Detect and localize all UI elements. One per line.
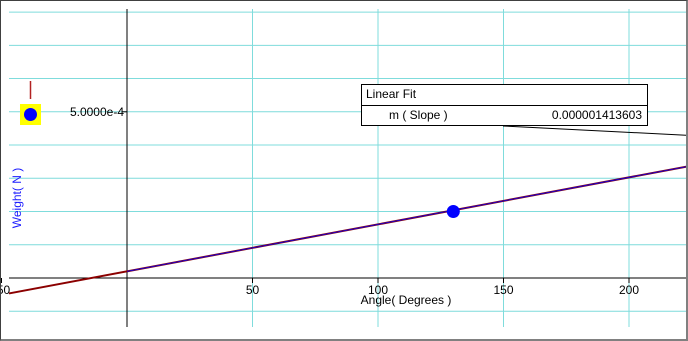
fit-line-layer [8,165,686,295]
grid-layer [9,9,686,327]
x-tick-label: 100 [368,283,388,297]
x-tick-label: 50 [246,283,260,297]
data-connect-line [126,166,686,272]
x-tick-labels: -5050100150200250300350400450 [1,283,639,297]
dataset-legend[interactable] [20,81,41,125]
x-tick-label: -50 [1,283,10,297]
dataset-marker-icon[interactable] [20,81,41,125]
y-axis-label: Weight( N ) [10,168,24,228]
linear-fit-param-row: m ( Slope ) 0.000001413603 [362,105,647,125]
linear-fit-title: Linear Fit [366,87,417,101]
slope-value: 0.000001413603 [551,108,642,122]
x-axis-label: Angle( Degrees ) [361,293,452,307]
x-tick-label: 200 [619,283,639,297]
fit-leader-line [502,125,686,136]
data-point [446,205,460,219]
legend-marker-dot [24,108,37,121]
fit-leader-layer [502,125,686,136]
slope-label: m ( Slope ) [389,108,448,122]
data-points [446,205,460,219]
linear-fit-panel[interactable]: Linear Fit m ( Slope ) 0.000001413603 [361,84,648,126]
x-tick-label: 150 [493,283,513,297]
y-tick-label: 5.0000e-4 [70,105,124,119]
axis-layer [1,9,686,327]
